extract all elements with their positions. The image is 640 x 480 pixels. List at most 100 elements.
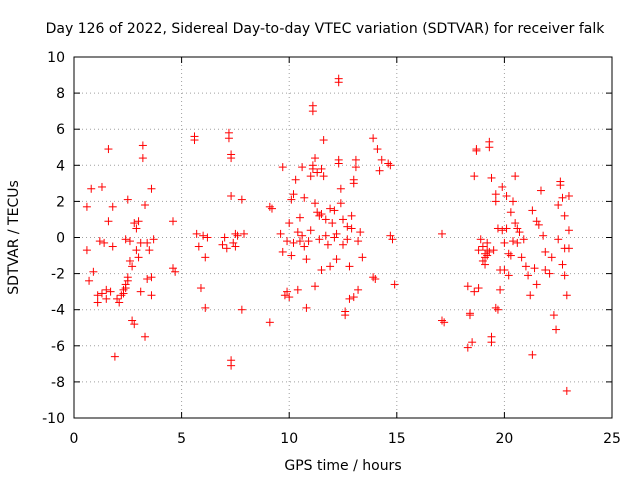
data-point: [313, 168, 322, 177]
data-point: [298, 231, 307, 240]
data-point: [386, 231, 395, 240]
data-point: [481, 260, 490, 269]
data-point: [487, 173, 496, 182]
data-point: [330, 206, 339, 215]
data-point: [171, 267, 180, 276]
y-tick-label: 6: [56, 122, 65, 138]
x-tick-label: 0: [70, 431, 79, 447]
data-point: [437, 229, 446, 238]
data-point: [321, 215, 330, 224]
data-point: [468, 338, 477, 347]
data-point: [317, 265, 326, 274]
data-point: [128, 316, 137, 325]
data-point: [349, 293, 358, 302]
data-point: [233, 231, 242, 240]
data-point: [558, 193, 567, 202]
data-point: [222, 244, 231, 253]
data-point: [500, 238, 509, 247]
data-point: [334, 78, 343, 87]
data-point: [485, 247, 494, 256]
data-point: [302, 303, 311, 312]
data-point: [143, 275, 152, 284]
data-point: [267, 204, 276, 213]
data-point: [278, 163, 287, 172]
data-point: [168, 264, 177, 273]
data-point: [437, 316, 446, 325]
data-point: [528, 206, 537, 215]
data-point: [113, 294, 122, 303]
data-point: [334, 159, 343, 168]
data-point: [556, 181, 565, 190]
data-point: [554, 201, 563, 210]
data-point: [97, 289, 106, 298]
data-point: [349, 179, 358, 188]
data-point: [289, 190, 298, 199]
data-point: [489, 246, 498, 255]
data-point: [95, 237, 104, 246]
data-point: [168, 217, 177, 226]
data-point: [498, 182, 507, 191]
y-tick-label: -6: [51, 339, 65, 355]
data-point: [147, 184, 156, 193]
data-point: [470, 172, 479, 181]
data-point: [506, 251, 515, 260]
data-point: [564, 191, 573, 200]
data-point: [119, 285, 128, 294]
data-point: [474, 284, 483, 293]
data-point: [237, 305, 246, 314]
data-point: [218, 240, 227, 249]
data-point: [509, 237, 518, 246]
data-point: [192, 229, 201, 238]
data-point: [196, 284, 205, 293]
data-point: [481, 249, 490, 258]
data-point: [220, 233, 229, 242]
data-point: [354, 285, 363, 294]
data-point: [339, 240, 347, 249]
data-point: [231, 229, 240, 238]
data-point: [524, 271, 533, 280]
data-point: [311, 282, 320, 291]
data-point: [369, 134, 378, 143]
data-point: [125, 237, 134, 246]
data-point: [280, 291, 289, 300]
data-point: [541, 247, 550, 256]
data-point: [547, 253, 556, 262]
data-point: [323, 240, 332, 249]
data-point: [560, 271, 569, 280]
data-point: [106, 287, 115, 296]
data-point: [463, 282, 472, 291]
data-point: [502, 224, 511, 233]
data-point: [487, 338, 496, 347]
x-tick-label: 20: [495, 431, 513, 447]
data-point: [552, 325, 561, 334]
data-point: [562, 386, 571, 395]
data-point: [483, 238, 492, 247]
data-point: [134, 253, 143, 262]
data-point: [130, 219, 139, 228]
data-point: [97, 182, 106, 191]
data-point: [138, 141, 147, 150]
data-point: [491, 190, 500, 199]
data-point: [343, 235, 352, 244]
data-point: [532, 217, 541, 226]
data-point: [375, 166, 384, 175]
data-point: [287, 251, 296, 260]
data-point: [326, 204, 335, 213]
data-point: [136, 287, 145, 296]
data-point: [440, 318, 449, 327]
data-point: [287, 195, 296, 204]
data-point: [562, 291, 571, 300]
y-tick-label: -8: [51, 375, 65, 391]
data-point: [149, 235, 158, 244]
data-point: [513, 238, 522, 247]
data-point: [498, 226, 507, 235]
y-axis-label: SDTVAR / TECUs: [6, 180, 22, 295]
data-point: [474, 246, 483, 255]
data-point: [463, 343, 472, 352]
data-point: [511, 219, 520, 228]
data-point: [134, 217, 143, 226]
data-point: [229, 238, 238, 247]
x-tick-label: 15: [388, 431, 406, 447]
data-point: [345, 262, 354, 271]
